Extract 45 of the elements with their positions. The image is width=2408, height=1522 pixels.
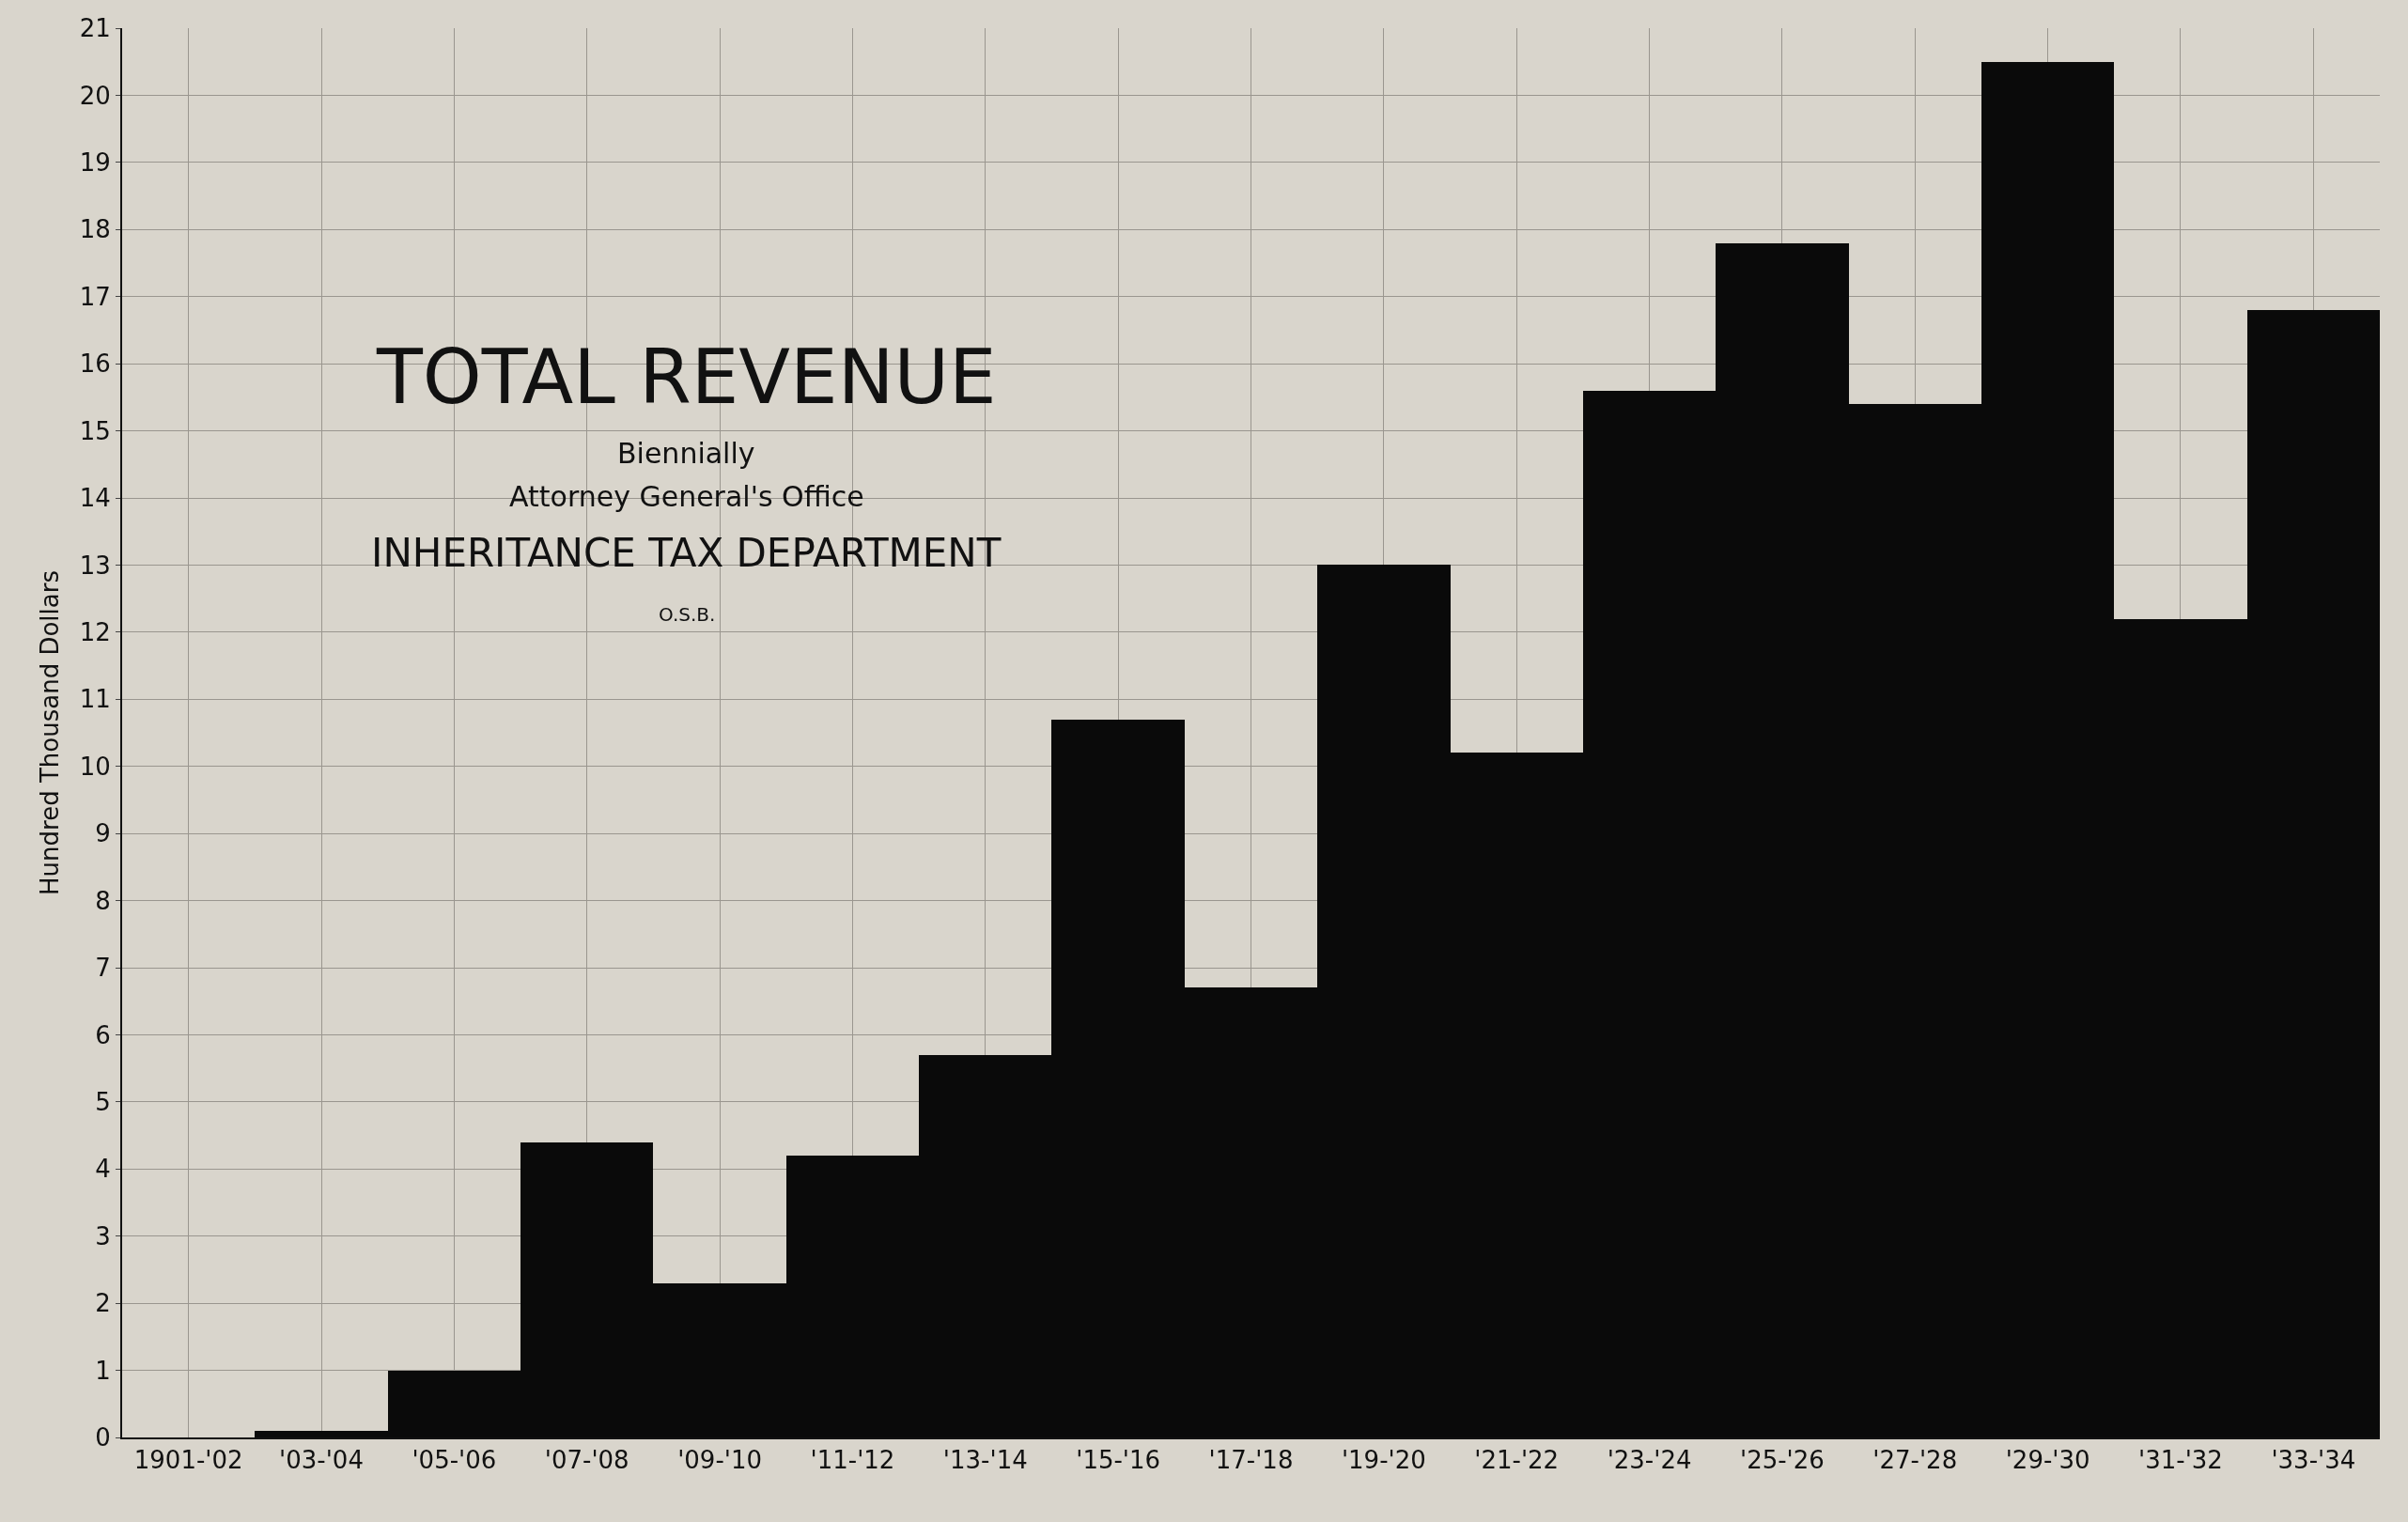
annotation: Attorney General's Office <box>509 480 864 513</box>
x-tick-label: '09-'10 <box>677 1446 763 1475</box>
x-tick-label: '19-'20 <box>1341 1446 1426 1475</box>
y-tick-label: 4 <box>95 1155 111 1184</box>
x-tick-label: '23-'24 <box>1607 1446 1692 1475</box>
y-tick-label: 1 <box>95 1356 111 1385</box>
y-tick-label: 6 <box>95 1020 111 1049</box>
text: Biennially <box>617 437 755 470</box>
y-tick-label: 9 <box>95 819 111 848</box>
y-tick-label: 21 <box>79 14 111 43</box>
x-tick-label: '29-'30 <box>2005 1446 2090 1475</box>
y-tick-label: 13 <box>79 551 111 580</box>
y-tick-label: 20 <box>79 81 111 110</box>
y-tick-label: 14 <box>79 484 111 513</box>
y-tick-label: 8 <box>95 886 111 915</box>
y-tick-label: 17 <box>79 282 111 311</box>
y-tick-label: 19 <box>79 148 111 177</box>
x-tick-label: '25-'26 <box>1739 1446 1825 1475</box>
y-tick-label: 2 <box>95 1289 111 1318</box>
x-tick-label: '31-'32 <box>2138 1446 2223 1475</box>
x-tick-label: '17-'18 <box>1208 1446 1294 1475</box>
annotation: INHERITANCE TAX DEPARTMENT <box>371 530 1002 576</box>
x-tick-label: '33-'34 <box>2271 1446 2356 1475</box>
x-tick-label: '05-'06 <box>412 1446 497 1475</box>
x-tick-label: '27-'28 <box>1872 1446 1958 1475</box>
y-tick-label: 0 <box>95 1423 111 1452</box>
x-tick-label: '15-'16 <box>1076 1446 1161 1475</box>
y-tick-label: 18 <box>79 215 111 244</box>
y-tick-label: 15 <box>79 416 111 445</box>
x-tick-label: '21-'22 <box>1474 1446 1560 1475</box>
y-tick-label: 5 <box>95 1087 111 1116</box>
text: TOTAL REVENUE <box>376 334 997 421</box>
y-tick-label: 12 <box>79 617 111 646</box>
y-tick-label: 11 <box>79 685 111 714</box>
y-tick-label: 3 <box>95 1221 111 1250</box>
y-axis-title: Hundred Thousand Dollars <box>35 570 64 895</box>
y-tick-label: 7 <box>95 954 111 983</box>
y-tick-label: 16 <box>79 349 111 379</box>
x-tick-label: '03-'04 <box>279 1446 364 1475</box>
y-tick-label: 10 <box>79 752 111 781</box>
x-tick-label: '13-'14 <box>942 1446 1028 1475</box>
x-tick-label: '11-'12 <box>810 1446 895 1475</box>
x-tick-label: 1901-'02 <box>133 1446 243 1475</box>
x-tick-label: '07-'08 <box>544 1446 629 1475</box>
annotation: O.S.B. <box>659 603 716 626</box>
